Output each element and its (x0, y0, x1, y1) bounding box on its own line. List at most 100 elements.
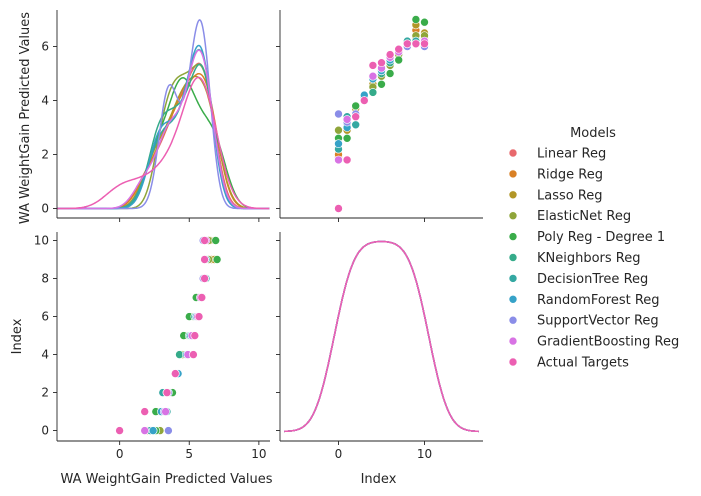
legend-label: Actual Targets (537, 356, 629, 371)
legend-marker (508, 190, 518, 200)
kde-index-curve (284, 240, 479, 433)
point-top (402, 39, 412, 49)
kde-curve-decisiontree-reg (57, 48, 270, 210)
kde-curve-poly-reg-degree-1 (57, 77, 270, 210)
yaxis-label-index: Index (10, 318, 25, 354)
kde-diagonal-panel (57, 19, 270, 210)
point-top (351, 120, 361, 130)
kde-curve-ridge-reg (57, 72, 270, 210)
point-top (334, 155, 343, 165)
kde-index-panel (284, 240, 479, 433)
point-top (342, 115, 352, 124)
point-top (342, 134, 352, 143)
legend-marker (508, 253, 518, 262)
legend-marker (508, 211, 518, 220)
point-bottom (162, 388, 172, 397)
legend-label: Lasso Reg (537, 188, 603, 203)
legend-marker (508, 294, 518, 304)
kde-index-curve (284, 240, 479, 433)
legend-label: RandomForest Reg (537, 293, 660, 308)
point-top (334, 139, 343, 148)
point-bottom (140, 407, 149, 416)
kde-index-curve (284, 240, 479, 433)
xaxis-label-index: Index (361, 472, 397, 487)
legend-marker (508, 232, 518, 241)
ytick-label: 0 (41, 424, 49, 438)
ytick-label: 4 (41, 348, 49, 362)
kde-index-curve (284, 240, 479, 433)
point-bottom (189, 350, 198, 359)
ytick-label: 2 (41, 386, 49, 400)
ytick-label: 0 (41, 202, 49, 216)
point-bottom (200, 236, 209, 245)
xaxis-label-predicted: WA WeightGain Predicted Values (60, 472, 272, 487)
point-bottom (211, 236, 220, 245)
legend-label: SupportVector Reg (537, 314, 659, 329)
xtick-label: 5 (185, 447, 193, 461)
point-top (420, 39, 429, 49)
ytick-label: 4 (41, 93, 49, 107)
legend-marker (508, 148, 518, 158)
point-bottom (164, 426, 173, 435)
legend-label: DecisionTree Reg (537, 272, 648, 287)
point-bottom (140, 426, 149, 435)
kde-curve-lasso-reg (57, 75, 270, 210)
legend-label: Poly Reg - Degree 1 (537, 230, 665, 245)
legend-title: Models (570, 126, 616, 141)
point-bottom (161, 407, 170, 416)
scatter-predicted-vs-index-panel (115, 236, 222, 435)
point-bottom (200, 255, 209, 264)
ytick-label: 2 (41, 148, 49, 162)
kde-index-curve (284, 240, 479, 433)
xtick-label: 0 (116, 447, 124, 461)
xtick-label: 10 (251, 447, 266, 461)
scatter-index-vs-predicted-panel (334, 15, 429, 213)
kde-index-curve (284, 240, 479, 433)
point-bottom (171, 369, 180, 378)
point-bottom (148, 426, 158, 435)
point-top (385, 69, 395, 78)
point-top (394, 55, 404, 65)
point-top (351, 112, 361, 121)
point-top (377, 58, 386, 68)
kde-index-curve (284, 240, 479, 433)
point-top (411, 39, 421, 49)
legend-marker (508, 274, 518, 283)
point-bottom (190, 331, 200, 340)
legend-label: Ridge Reg (537, 167, 603, 182)
legend: Models Linear Reg Ridge Reg Lasso Reg Elasti… (508, 126, 679, 371)
ytick-label: 10 (34, 234, 49, 248)
ytick-label: 8 (41, 272, 49, 286)
point-top (368, 88, 378, 97)
point-top (359, 96, 369, 105)
point-bottom (194, 312, 204, 321)
kde-index-curve (284, 240, 479, 433)
point-top (334, 204, 343, 213)
point-top (368, 71, 378, 81)
point-top (411, 15, 421, 24)
legend-marker (508, 336, 518, 346)
kde-index-curve (284, 240, 479, 433)
legend-label: ElasticNet Reg (537, 209, 631, 224)
kde-index-curve (284, 240, 479, 433)
point-top (420, 17, 429, 27)
kde-index-curve (284, 240, 479, 433)
point-bottom (212, 255, 222, 264)
point-top (368, 61, 378, 70)
legend-label: Linear Reg (537, 147, 606, 162)
legend-label: KNeighbors Reg (537, 251, 641, 266)
ytick-label: 6 (41, 310, 49, 324)
point-top (334, 109, 343, 119)
point-top (377, 80, 386, 89)
legend-marker (508, 169, 518, 179)
kde-curve-gradientboosting-reg (57, 49, 270, 210)
legend-marker (508, 357, 518, 367)
ytick-label: 6 (41, 39, 49, 53)
yaxis-label-predicted: WA WeightGain Predicted Values (18, 12, 33, 224)
xtick-label: 10 (417, 447, 432, 461)
point-top (334, 125, 343, 135)
point-bottom (115, 426, 124, 435)
kde-curve-actual-targets (57, 76, 270, 210)
